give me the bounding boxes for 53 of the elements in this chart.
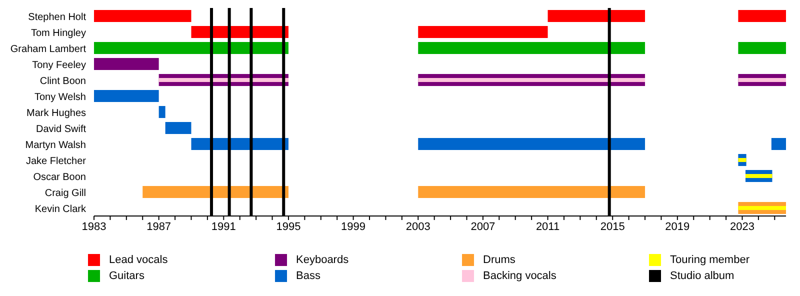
x-tick-label: 2015: [600, 220, 625, 233]
bar: [165, 122, 192, 134]
bar: [94, 42, 288, 54]
bar: [142, 186, 288, 198]
bar: [418, 42, 646, 54]
y-tick-label: Oscar Boon: [33, 172, 86, 183]
x-tick-label: 2023: [730, 220, 754, 233]
bar: [418, 186, 646, 198]
y-tick-label: Jake Fletcher: [26, 156, 87, 167]
legend-label: Bass: [296, 270, 320, 282]
legend-label: Studio album: [670, 270, 734, 282]
bar: [771, 138, 786, 150]
y-tick-label: David Swift: [36, 124, 86, 135]
y-tick-label: Stephen Holt: [28, 12, 86, 23]
y-tick-label: Martyn Walsh: [25, 140, 86, 151]
y-tick-label: Clint Boon: [40, 76, 86, 87]
x-tick-label: 1995: [276, 220, 301, 233]
bar: [94, 90, 159, 102]
legend-label: Touring member: [670, 254, 750, 266]
y-tick-label: Kevin Clark: [34, 204, 87, 215]
x-tick-label: 1987: [146, 220, 172, 233]
x-tick-label: 2007: [470, 220, 496, 233]
legend-label: Guitars: [109, 270, 144, 282]
bar: [738, 42, 786, 54]
bar: [738, 78, 786, 82]
x-tick-label: 1991: [211, 220, 236, 233]
x-tick-label: 2003: [406, 220, 430, 233]
bar: [738, 158, 746, 162]
bar: [418, 26, 548, 38]
bar: [738, 206, 786, 210]
y-tick-label: Craig Gill: [44, 188, 86, 199]
y-tick-label: Tony Feeley: [32, 60, 86, 71]
bar: [418, 78, 646, 82]
y-tick-label: Graham Lambert: [10, 44, 86, 55]
bar: [158, 78, 288, 82]
y-tick-label: Tom Hingley: [30, 28, 86, 39]
legend-label: Backing vocals: [483, 270, 556, 282]
bar: [94, 10, 192, 22]
bar: [94, 58, 159, 70]
bar: [548, 10, 646, 22]
bar: [158, 106, 166, 118]
legend-label: Keyboards: [296, 254, 349, 266]
y-tick-label: Mark Hughes: [26, 108, 86, 119]
legend-label: Drums: [483, 254, 516, 266]
x-tick-label: 1999: [341, 220, 366, 233]
bar: [745, 174, 772, 178]
x-tick-label: 2011: [536, 220, 560, 233]
x-tick-label: 1983: [82, 220, 106, 233]
x-tick-label: 2019: [665, 220, 690, 233]
legend-label: Lead vocals: [109, 254, 168, 266]
bar: [738, 10, 786, 22]
bar: [418, 138, 646, 150]
y-tick-label: Tony Welsh: [34, 92, 86, 103]
